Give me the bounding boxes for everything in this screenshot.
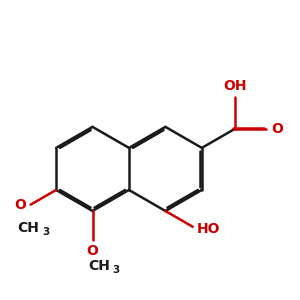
- Text: O: O: [87, 244, 98, 258]
- Text: HO: HO: [197, 222, 220, 236]
- Text: O: O: [271, 122, 283, 136]
- Text: 3: 3: [112, 265, 120, 275]
- Text: 3: 3: [42, 227, 49, 237]
- Text: OH: OH: [223, 79, 246, 93]
- Text: CH: CH: [18, 221, 39, 235]
- Text: CH: CH: [88, 259, 110, 273]
- Text: O: O: [14, 198, 26, 212]
